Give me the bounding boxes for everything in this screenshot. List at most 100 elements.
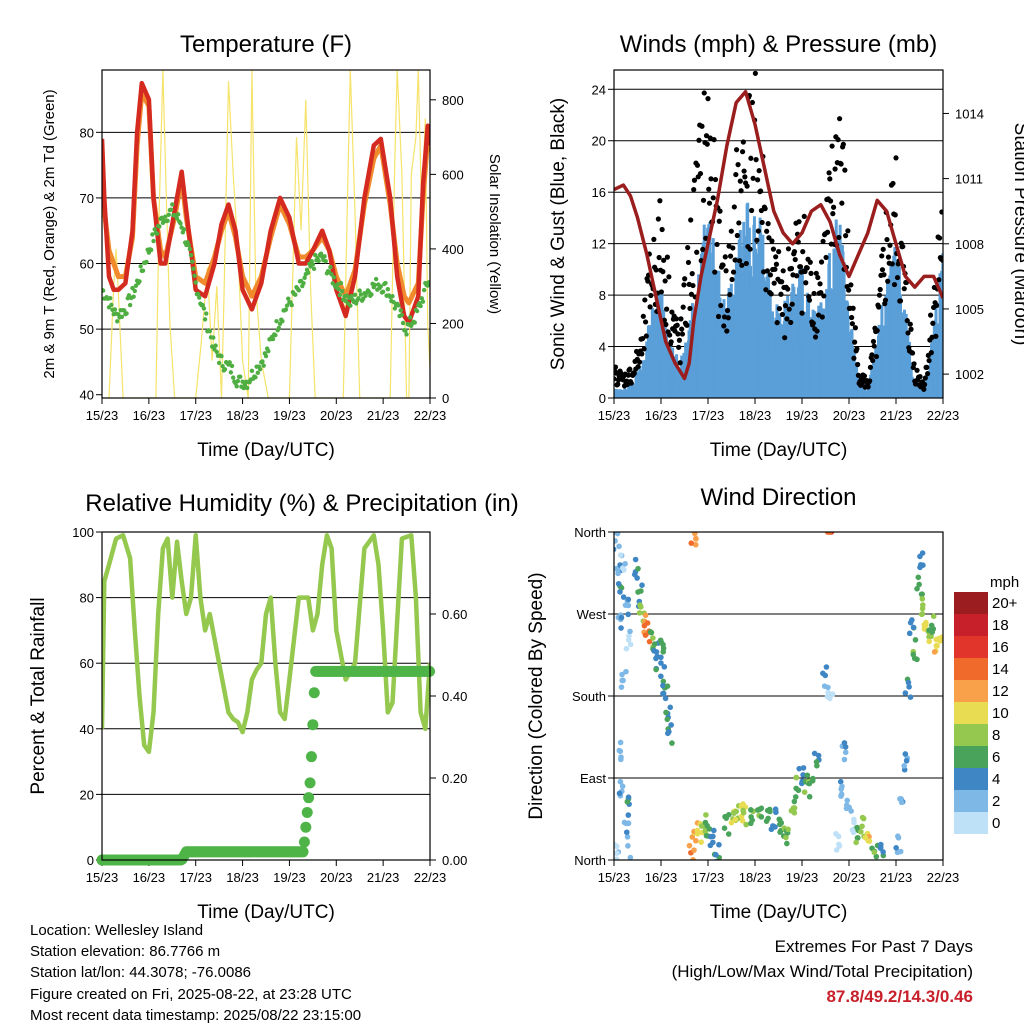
dewpoint-point xyxy=(201,306,207,311)
gust-point xyxy=(770,246,777,252)
direction-point xyxy=(716,841,722,848)
gust-point xyxy=(840,141,846,147)
legend-swatch xyxy=(954,812,988,834)
gust-point xyxy=(823,254,829,261)
direction-point xyxy=(702,828,709,835)
dewpoint-point xyxy=(181,227,187,232)
direction-point xyxy=(849,827,856,833)
gust-point xyxy=(656,254,662,261)
gust-point xyxy=(750,175,756,181)
direction-point xyxy=(660,690,667,697)
gust-point xyxy=(738,188,744,194)
dewpoint-point xyxy=(202,317,208,322)
dewpoint-point xyxy=(231,375,236,380)
dewpoint-point xyxy=(253,375,258,380)
gust-point xyxy=(810,320,816,326)
direction-point xyxy=(618,684,625,690)
gust-point xyxy=(628,380,634,386)
dewpoint-point xyxy=(249,368,255,374)
gust-point xyxy=(694,162,701,168)
gust-point xyxy=(694,249,700,255)
gust-point xyxy=(743,260,749,267)
gust-point xyxy=(879,253,885,259)
direction-point xyxy=(617,589,623,595)
winds-xtick-label: 17/23 xyxy=(692,408,725,423)
dewpoint-point xyxy=(131,294,136,299)
direction-point xyxy=(860,815,867,822)
direction-xtick-label: 21/23 xyxy=(880,870,913,885)
dewpoint-point xyxy=(238,374,243,379)
gust-point xyxy=(807,259,813,265)
winds-xtick-label: 19/23 xyxy=(786,408,819,423)
direction-point xyxy=(747,807,754,813)
gust-point xyxy=(659,226,665,233)
gust-point xyxy=(730,245,736,251)
gust-point xyxy=(928,350,934,356)
dewpoint-point xyxy=(108,296,113,301)
gust-point xyxy=(675,331,681,337)
temperature-ylabel: 2m & 9m T (Red, Orange) & 2m Td (Green) xyxy=(41,89,58,378)
gust-point xyxy=(690,282,696,289)
dewpoint-point xyxy=(283,307,289,312)
gust-point xyxy=(645,278,651,284)
temperature-xtick-label: 19/23 xyxy=(273,408,306,423)
gust-point xyxy=(792,256,798,263)
gust-point xyxy=(705,96,711,102)
direction-point xyxy=(627,641,634,648)
direction-point xyxy=(764,807,771,814)
gust-point xyxy=(815,274,821,281)
gust-point xyxy=(740,139,746,145)
gust-point xyxy=(748,155,754,161)
dewpoint-point xyxy=(323,258,328,264)
direction-point xyxy=(763,818,770,824)
direction-point xyxy=(614,850,620,856)
gust-point xyxy=(648,292,654,299)
dewpoint-point xyxy=(255,370,260,376)
direction-point xyxy=(926,638,932,645)
dewpoint-point xyxy=(229,363,235,369)
gust-point xyxy=(674,322,680,328)
direction-point xyxy=(667,704,674,711)
precip-point xyxy=(300,821,312,833)
temp2m-series xyxy=(102,80,430,325)
gust-point xyxy=(800,249,806,255)
direction-point xyxy=(873,853,880,860)
direction-ytick-label: North xyxy=(574,853,606,868)
winds-xtick-label: 22/23 xyxy=(927,408,960,423)
direction-point xyxy=(905,679,912,686)
gust-point xyxy=(680,304,686,310)
gust-point xyxy=(627,366,633,372)
rh-ytick-label: 80 xyxy=(80,591,94,606)
direction-point xyxy=(668,722,674,728)
winds-title: Winds (mph) & Pressure (mb) xyxy=(620,31,937,58)
rh-series xyxy=(102,533,430,755)
dewpoint-point xyxy=(227,360,232,365)
dewpoint-point xyxy=(330,281,335,286)
gust-point xyxy=(876,292,883,298)
rh-plot-border xyxy=(101,531,431,861)
gust-point xyxy=(799,310,805,316)
gust-point xyxy=(720,262,726,268)
gust-point xyxy=(725,315,731,321)
direction-point xyxy=(934,643,940,649)
recent-text: Most recent data timestamp: 2025/08/22 2… xyxy=(30,1006,362,1024)
gust-point xyxy=(891,281,898,288)
dewpoint-point xyxy=(260,359,265,364)
gust-point xyxy=(639,335,646,342)
precip-point xyxy=(297,846,309,858)
direction-point xyxy=(663,709,669,716)
direction-point xyxy=(627,854,634,860)
gust-point xyxy=(786,306,792,312)
gust-point xyxy=(779,279,785,285)
dewpoint-point xyxy=(407,315,413,320)
direction-point xyxy=(793,774,800,781)
direction-point xyxy=(621,819,628,826)
direction-point xyxy=(878,841,884,848)
legend-label: 14 xyxy=(992,661,1009,678)
temperature-y2tick-label: 800 xyxy=(442,93,464,108)
gust-point xyxy=(666,274,672,280)
gust-point xyxy=(819,314,825,320)
dewpoint-point xyxy=(166,212,171,217)
direction-point xyxy=(686,842,693,849)
